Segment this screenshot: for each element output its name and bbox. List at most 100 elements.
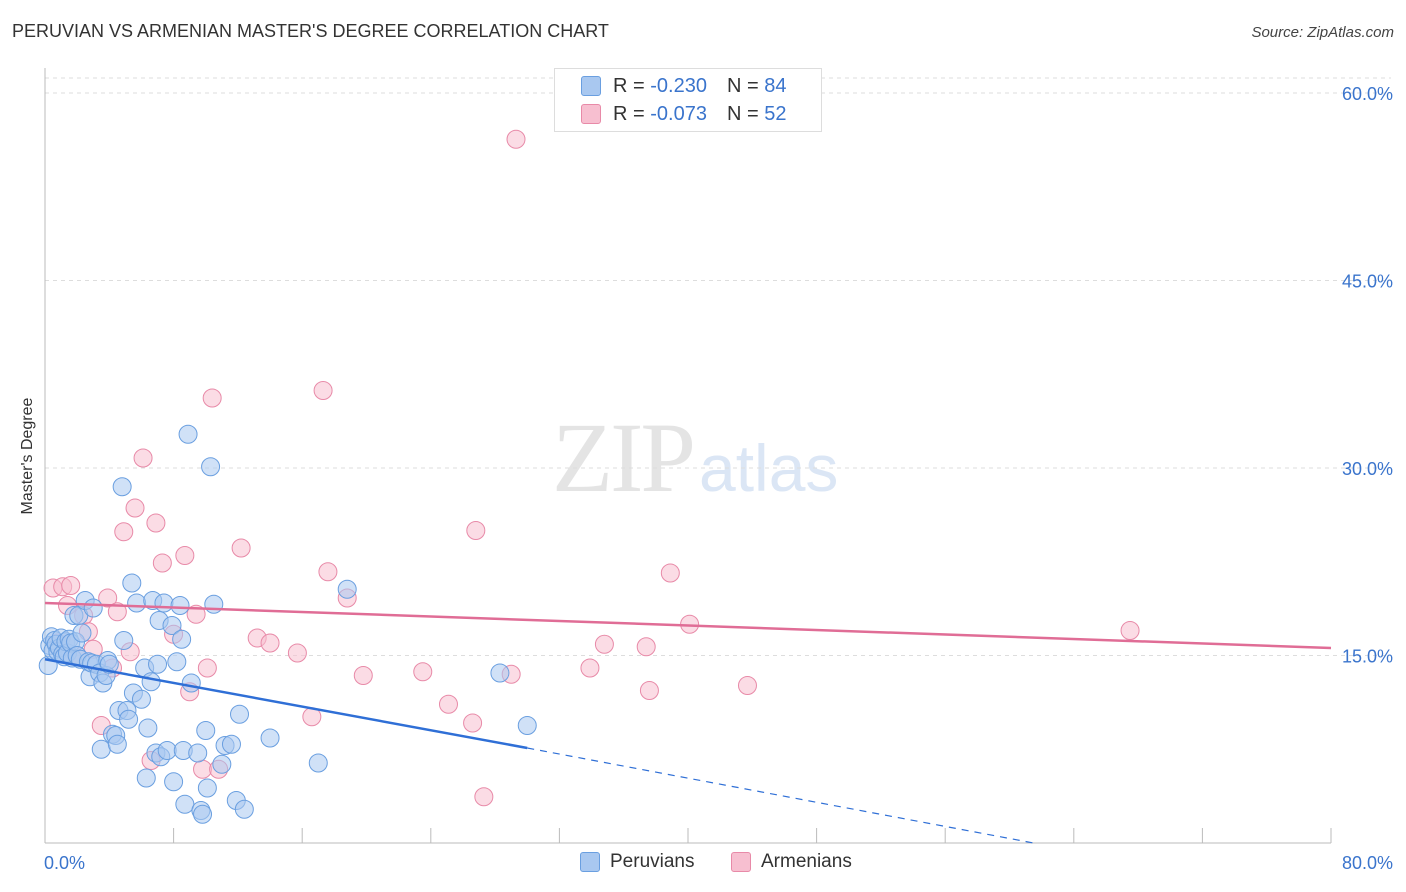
armenians-point [318,562,338,582]
peruvians-point [107,734,127,754]
armenians-point [193,759,213,779]
armenians-point [466,521,486,540]
armenians-point [61,576,81,595]
bottom-legend-armenians: Armenians [731,851,852,873]
peruvians-point [212,754,232,774]
armenians-r-value: -0.073 [650,102,707,125]
peruvians-r-value: -0.230 [650,74,707,97]
peruvians-r-label: R = [613,74,645,97]
armenians-point [231,538,251,558]
peruvians-point [154,593,174,613]
armenians-point [580,658,600,678]
armenians-point [1120,621,1140,640]
peruvians-point [138,718,158,738]
armenians-point [107,602,127,622]
peruvians-point [517,716,537,735]
peruvians-point [127,593,147,613]
armenians-point [353,666,373,685]
grid-lines [45,77,1391,656]
peruvians-point [162,616,182,635]
peruvians-point [131,689,151,709]
peruvians-n-value: 84 [764,74,787,97]
armenians-point [506,129,526,149]
armenians-point [737,676,757,695]
bottom-peruvians-swatch [580,852,600,872]
armenians-point [152,553,172,573]
peruvians-point [204,594,224,614]
tick-labels: 15.0% 30.0% 45.0% 60.0% 0.0% 80.0% [44,84,1393,873]
peruvians-point [193,804,213,824]
chart-title: PERUVIAN VS ARMENIAN MASTER'S DEGREE COR… [12,21,609,41]
armenians-point [125,498,145,518]
bottom-peruvians-label: Peruvians [610,851,695,872]
correlation-legend: R = -0.230 N = 84 R = -0.073 N = 52 [554,68,822,132]
peruvians-trend-line [44,658,528,750]
peruvians-point [230,704,250,724]
peruvians-point [188,743,208,763]
x-tick-label-min: 0.0% [44,853,85,873]
bottom-legend-peruvians: Peruvians [580,851,695,873]
peruvians-point [112,477,132,497]
peruvians-point [136,768,156,788]
y-tick-label: 15.0% [1342,647,1393,667]
peruvians-point [197,778,217,798]
peruvians-point [157,741,177,760]
peruvians-point [337,579,357,599]
x-tick-label-max: 80.0% [1342,853,1393,873]
peruvians-point [490,663,510,683]
armenians-point [639,681,659,700]
armenians-point [197,658,217,678]
bottom-armenians-swatch [731,852,751,872]
peruvians-point [72,623,92,643]
peruvians-point [221,734,241,754]
peruvians-swatch [581,76,601,96]
peruvians-point [260,728,280,748]
armenians-trend-line [44,601,1332,650]
peruvians-point [170,596,190,615]
armenians-point [474,787,494,807]
peruvians-point [99,654,119,674]
armenians-r-label: R = [613,102,645,125]
bottom-armenians-label: Armenians [761,851,852,872]
armenians-point [98,588,118,608]
peruvians-point [234,799,254,819]
armenians-swatch [581,104,601,124]
armenians-point [287,643,307,663]
armenians-point [594,634,614,654]
armenians-point [175,546,195,565]
peruvians-point [308,753,328,773]
armenians-point [260,633,280,653]
armenians-point [146,513,166,533]
axes [44,68,1332,844]
peruvians-point [196,721,216,740]
peruvians-point [119,709,139,729]
source-label: Source: ZipAtlas.com [1251,24,1394,41]
peruvians-point [122,573,142,593]
legend-row-armenians: R = -0.073 N = 52 [581,101,786,127]
armenians-point [463,713,483,733]
peruvians-point [141,672,161,692]
armenians-point [660,563,680,583]
peruvians-trend-extension [527,747,1034,844]
peruvians-point [83,598,103,618]
armenians-n-label: N = [726,102,759,125]
peruvians-point [167,652,187,672]
armenians-point [413,662,433,682]
y-tick-label: 30.0% [1342,459,1393,479]
watermark-zip: ZIP [552,402,696,513]
armenians-point [186,604,206,624]
armenians-n-value: 52 [764,102,787,125]
armenians-point [313,381,333,400]
peruvians-point [172,629,192,649]
peruvians-point [178,424,198,444]
armenians-point [133,448,153,468]
peruvians-point [164,772,184,792]
y-tick-label: 60.0% [1342,84,1393,104]
trend-lines [44,601,1332,844]
peruvians-point [114,631,134,650]
armenians-point [636,637,656,657]
peruvians-point [175,794,195,814]
peruvians-point [91,739,111,759]
armenians-point [438,694,458,714]
